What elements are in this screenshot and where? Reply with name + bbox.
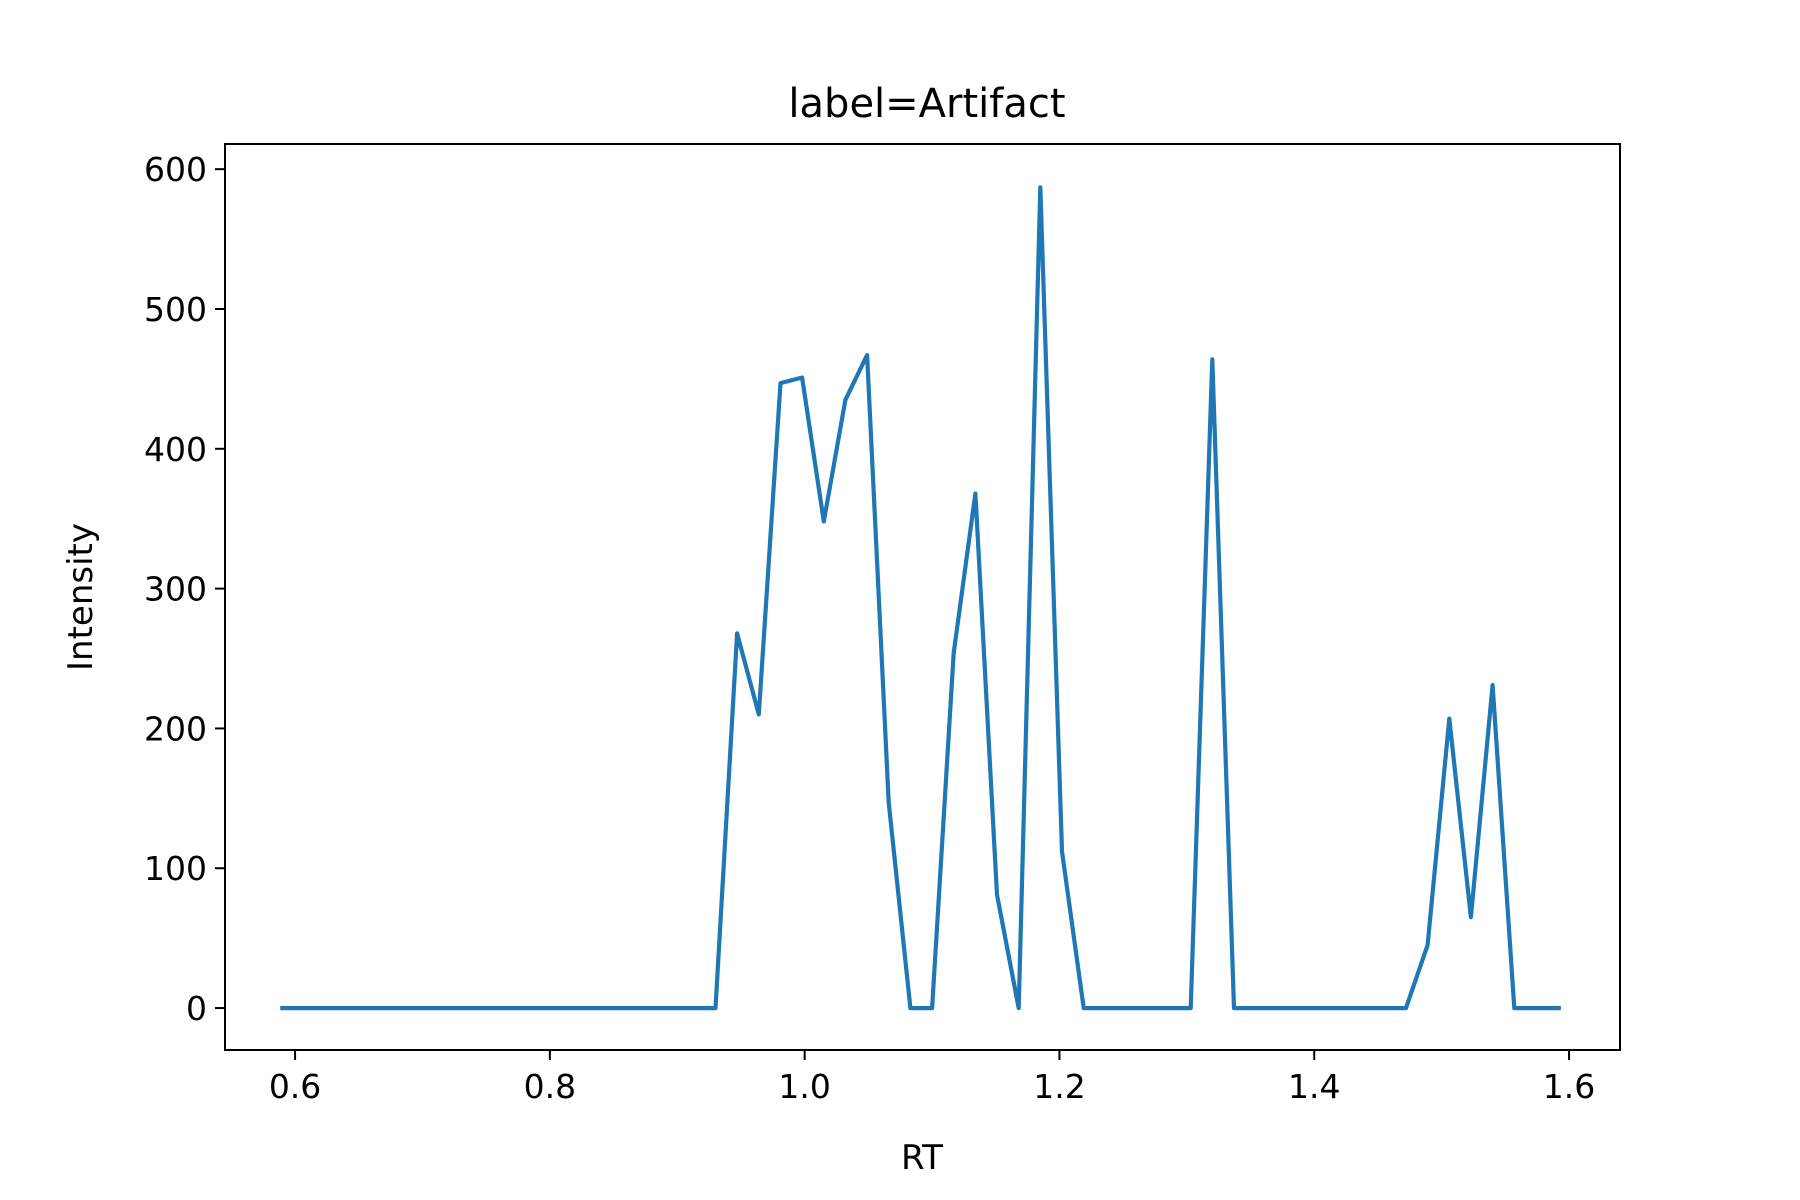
y-tick-label: 300 bbox=[144, 570, 207, 609]
y-tick-label: 0 bbox=[186, 989, 207, 1028]
x-axis-label: RT bbox=[901, 1138, 943, 1178]
data-point bbox=[780, 383, 781, 384]
x-tick-label: 0.6 bbox=[269, 1067, 321, 1106]
x-tick-label: 1.0 bbox=[778, 1067, 830, 1106]
data-point bbox=[1406, 1008, 1407, 1009]
series-line-0 bbox=[280, 185, 1561, 1011]
data-point bbox=[1234, 1008, 1235, 1009]
data-point bbox=[1255, 1008, 1256, 1009]
data-point bbox=[932, 1008, 933, 1009]
data-point bbox=[715, 1008, 716, 1009]
data-point bbox=[758, 714, 759, 715]
data-point bbox=[1514, 1008, 1515, 1009]
data-point bbox=[1190, 1008, 1191, 1009]
data-point bbox=[1062, 851, 1063, 852]
data-point bbox=[1212, 359, 1213, 360]
chart-title: label=Artifact bbox=[788, 81, 1065, 127]
y-tick-label: 500 bbox=[144, 290, 207, 329]
data-point bbox=[1470, 917, 1471, 918]
ticks-layer: 0.6 0.8 1.0 1.2 1.4 1.6 0 100 200 300 400 500 600 bbox=[144, 150, 1595, 1106]
data-point bbox=[1427, 945, 1428, 946]
data-point bbox=[1449, 718, 1450, 719]
data-point bbox=[1040, 187, 1041, 188]
data-point bbox=[1558, 1008, 1559, 1009]
data-point bbox=[1083, 1008, 1084, 1009]
x-tick-label: 1.6 bbox=[1543, 1067, 1595, 1106]
data-point bbox=[282, 1008, 283, 1009]
y-axis-label: Intensity bbox=[61, 523, 101, 671]
data-point bbox=[823, 521, 824, 522]
data-point bbox=[1492, 685, 1493, 686]
data-point bbox=[953, 652, 954, 653]
data-point bbox=[997, 894, 998, 895]
y-tick-label: 200 bbox=[144, 709, 207, 748]
x-tick-label: 1.4 bbox=[1288, 1067, 1340, 1106]
data-point bbox=[1018, 1008, 1019, 1009]
data-point bbox=[888, 802, 889, 803]
x-tick-label: 1.2 bbox=[1033, 1067, 1085, 1106]
data-point bbox=[802, 377, 803, 378]
plot-frame bbox=[224, 143, 1621, 1051]
data-point bbox=[910, 1008, 911, 1009]
data-point bbox=[975, 493, 976, 494]
y-tick-label: 600 bbox=[144, 150, 207, 189]
y-tick-label: 400 bbox=[144, 430, 207, 469]
x-tick-label: 0.8 bbox=[524, 1067, 576, 1106]
y-tick-label: 100 bbox=[144, 849, 207, 888]
data-point bbox=[1105, 1008, 1106, 1009]
data-point bbox=[867, 355, 868, 356]
data-point bbox=[737, 633, 738, 634]
series-layer bbox=[280, 185, 1561, 1011]
data-point bbox=[845, 399, 846, 400]
